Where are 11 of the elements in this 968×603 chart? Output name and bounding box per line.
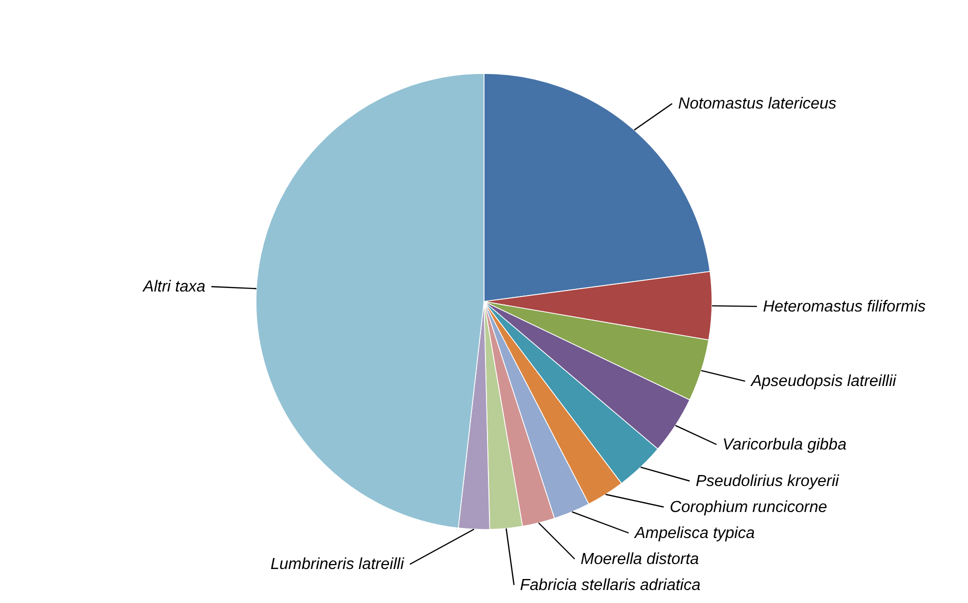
- slice-label: Altri taxa: [142, 278, 206, 296]
- slice-label: Notomastus latericeus: [678, 96, 836, 113]
- slice-label: Heteromastus filiformis: [762, 298, 926, 316]
- slice-label: Corophium runcicorne: [670, 499, 828, 516]
- slice-label: Varicorbula gibba: [722, 436, 847, 454]
- slice-label: Ampelisca typica: [634, 525, 755, 542]
- slice-label: Pseudolirius kroyerii: [696, 473, 840, 490]
- slice-label: Apseudopsis latreillii: [750, 373, 897, 390]
- slice-label: Moerella distorta: [580, 551, 700, 568]
- slice-label: Lumbrineris latreilli: [270, 556, 404, 574]
- slice-label: Fabricia stellaris adriatica: [520, 577, 701, 594]
